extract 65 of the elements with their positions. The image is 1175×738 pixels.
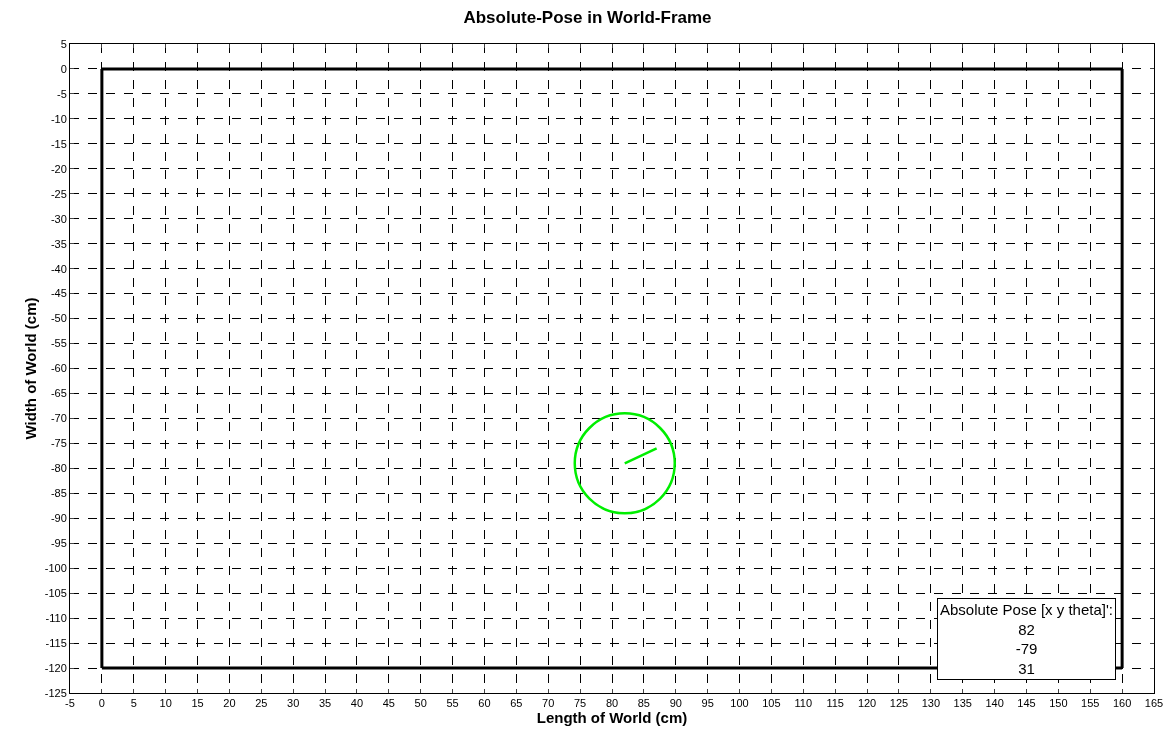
y-tick-label: -25: [50, 187, 67, 200]
x-tick-label: 165: [1144, 697, 1164, 710]
y-tick-label: -80: [50, 462, 67, 475]
x-tick-label: 85: [637, 697, 651, 710]
y-tick-label: -30: [50, 212, 67, 225]
y-tick-label: -75: [50, 437, 67, 450]
x-tick-label: 20: [223, 697, 236, 710]
x-tick-label: 160: [1112, 697, 1132, 710]
x-tick-label: 15: [191, 697, 204, 710]
x-tick-label: 5: [130, 697, 137, 710]
x-tick-label: 75: [573, 697, 587, 710]
y-tick-label: -45: [50, 287, 67, 300]
x-tick-label: 155: [1081, 697, 1100, 710]
x-tick-label: 95: [701, 697, 714, 710]
y-tick-label: -105: [44, 587, 67, 599]
y-tick-label: -100: [44, 562, 67, 575]
y-tick-label: -90: [50, 512, 67, 525]
y-tick-label: -70: [50, 412, 67, 425]
y-tick-label: -60: [50, 362, 67, 375]
x-tick-label: 120: [857, 697, 877, 710]
x-tick-label: 150: [1049, 697, 1068, 710]
y-tick-label: -65: [50, 387, 67, 400]
x-tick-label: 80: [605, 697, 619, 710]
x-tick-label: 90: [669, 697, 682, 710]
y-tick-label: -110: [45, 611, 67, 624]
x-tick-label: 55: [446, 697, 459, 710]
y-tick-label: -35: [50, 237, 67, 250]
x-tick-label: 30: [287, 697, 300, 710]
y-tick-label: -40: [50, 262, 67, 275]
y-tick-label: -10: [50, 112, 67, 125]
x-axis-title: Length of World (cm): [536, 709, 688, 727]
x-tick-label: 105: [762, 697, 781, 710]
y-tick-label: -125: [44, 686, 67, 699]
x-tick-label: 115: [826, 697, 844, 710]
x-tick-label: 100: [730, 697, 749, 710]
x-tick-label: 130: [921, 697, 940, 710]
x-tick-label: 50: [414, 697, 427, 710]
y-tick-label: -5: [57, 87, 67, 100]
y-tick-label: -50: [50, 312, 67, 325]
y-tick-label: -85: [50, 487, 67, 500]
y-tick-label: -115: [45, 636, 67, 649]
x-tick-label: 125: [889, 697, 909, 710]
x-tick-label: 140: [985, 697, 1004, 710]
x-tick-label: 145: [1017, 697, 1036, 710]
x-tick-label: 0: [98, 697, 105, 710]
x-tick-label: 35: [318, 697, 332, 710]
y-tick-label: -20: [50, 162, 67, 175]
x-tick-label: 45: [382, 697, 395, 710]
x-tick-label: 25: [255, 697, 268, 710]
x-tick-label: 70: [542, 697, 555, 710]
x-tick-label: 60: [478, 697, 491, 710]
x-tick-label: 10: [159, 697, 172, 710]
x-tick-label: 65: [510, 697, 523, 710]
chart-title: Absolute-Pose in World-Frame: [463, 7, 712, 27]
x-tick-label: 110: [794, 697, 813, 710]
y-axis-title: Width of World (cm): [22, 297, 40, 440]
y-tick-label: -120: [44, 661, 67, 674]
y-tick-label: 5: [60, 37, 67, 50]
annotation: Absolute Pose [x y theta]': 82 -79 31: [940, 601, 1113, 677]
y-tick-label: 0: [60, 62, 67, 75]
y-tick-label: -55: [50, 337, 67, 350]
x-tick-label: 40: [350, 697, 364, 710]
y-tick-label: -95: [50, 537, 67, 550]
y-tick-label: -15: [50, 137, 67, 150]
x-tick-label: 135: [953, 697, 972, 710]
